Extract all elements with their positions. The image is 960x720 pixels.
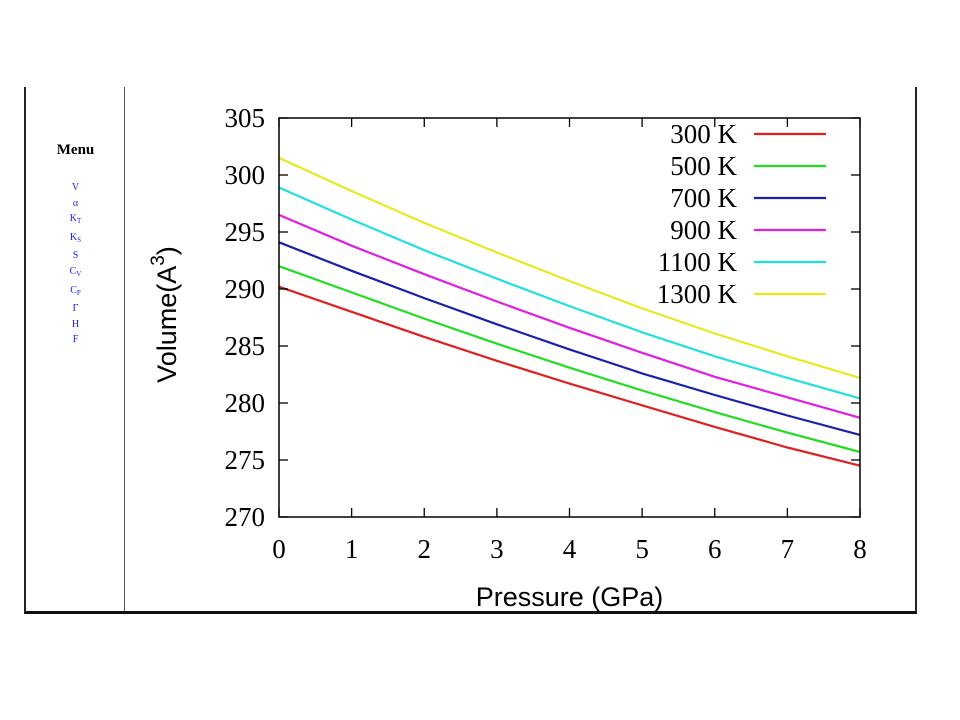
menu-item-label: K (69, 231, 78, 243)
menu-item-s[interactable]: S (26, 248, 125, 264)
series-line-1 (278, 265, 861, 454)
x-tick-label: 2 (418, 534, 432, 564)
y-axis-label-close: ) (152, 246, 182, 255)
series-line-0 (278, 285, 861, 467)
menu-item-cp[interactable]: CP (26, 283, 125, 302)
y-tick-label: 300 (225, 160, 266, 190)
menu-item-label: V (71, 182, 80, 193)
y-axis-label-base: Volume(A (152, 266, 182, 383)
legend-label: 900 K (670, 215, 737, 245)
legend-label: 500 K (670, 151, 737, 181)
series-line-2 (278, 241, 861, 436)
menu-item-label: Γ (72, 303, 79, 315)
x-tick-label: 1 (345, 534, 359, 564)
y-tick-label: 285 (225, 331, 266, 361)
series-line-3 (278, 213, 861, 419)
x-tick-label: 6 (708, 534, 722, 564)
menu-title: Menu (56, 142, 95, 158)
y-axis-label: Volume(A3) (148, 246, 182, 383)
menu-item-label: C (70, 284, 77, 296)
x-tick-label: 4 (563, 534, 577, 564)
menu-item-subscript: S (77, 235, 82, 244)
y-tick-label: 275 (225, 445, 266, 475)
menu-item-label: α (72, 197, 79, 209)
y-tick-label: 305 (225, 103, 266, 133)
menu-item-subscript: T (76, 217, 82, 226)
series-line-4 (278, 186, 861, 400)
x-tick-label: 0 (272, 534, 286, 564)
menu-item-α[interactable]: α (26, 196, 125, 212)
legend-label: 1100 K (658, 247, 738, 277)
menu-item-label: K (69, 213, 77, 225)
y-tick-label: 280 (225, 388, 266, 418)
legend-label: 300 K (670, 119, 737, 149)
y-tick-label: 295 (225, 217, 266, 247)
y-axis-label-superscript: 3 (148, 255, 169, 266)
menu-item-subscript: V (76, 269, 82, 278)
menu-item-subscript: P (76, 288, 81, 297)
menu-item-kt[interactable]: KT (26, 211, 125, 230)
menu-item-cv[interactable]: CV (26, 264, 125, 283)
menu-item-v[interactable]: V (26, 180, 125, 196)
menu-item-f[interactable]: F (26, 332, 125, 348)
legend-label: 1300 K (657, 279, 738, 309)
series-line-5 (278, 156, 861, 379)
x-tick-label: 3 (490, 534, 504, 564)
menu-item-label: C (69, 265, 77, 277)
x-tick-label: 7 (781, 534, 795, 564)
x-tick-label: 5 (635, 534, 649, 564)
menu-item-ks[interactable]: KS (26, 230, 125, 249)
menu-item-label: S (72, 250, 79, 262)
legend-label: 700 K (670, 183, 737, 213)
y-tick-label: 290 (225, 274, 266, 304)
x-tick-label: 8 (853, 534, 867, 564)
x-axis-label: Pressure (GPa) (476, 582, 664, 612)
menu-item-label: F (72, 334, 79, 346)
menu-item-label: H (71, 318, 80, 330)
y-tick-label: 270 (225, 502, 266, 532)
menu-item-γ[interactable]: Γ (26, 301, 125, 317)
menu-item-h[interactable]: H (26, 317, 125, 333)
